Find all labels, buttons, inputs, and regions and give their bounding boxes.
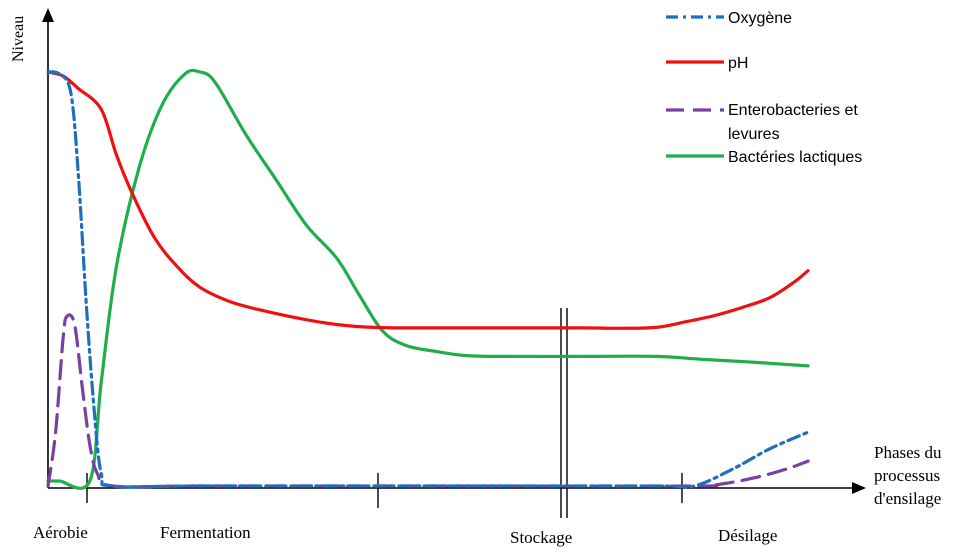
x-axis-label-line-2: processus: [874, 466, 940, 485]
y-axis-arrow: [42, 8, 54, 22]
y-axis-label: Niveau: [10, 16, 27, 62]
series-line-0: [46, 70, 810, 489]
legend-label-3: Bactéries lactiques: [728, 149, 862, 166]
x-axis-arrow: [852, 482, 866, 494]
series-line-2: [46, 313, 810, 489]
legend-label-1: pH: [728, 55, 748, 72]
axes: [42, 8, 866, 494]
series-line-3: [46, 68, 810, 490]
legend-label-2-1: levures: [728, 126, 780, 143]
phase-label-desilage: Désilage: [718, 526, 777, 545]
phase-label-stockage: Stockage: [510, 528, 572, 547]
phase-label-aerobie: Aérobie: [33, 523, 88, 542]
legend: Oxygène pH Enterobacteries et levures Bactér…: [666, 10, 862, 166]
legend-label-2-0: Enterobacteries et: [728, 102, 858, 119]
legend-label-0: Oxygène: [728, 10, 792, 27]
series-line-1: [46, 70, 810, 330]
series-layer: [46, 68, 810, 490]
phase-label-fermentation: Fermentation: [160, 523, 251, 542]
x-axis-label-line-3: d'ensilage: [874, 489, 941, 508]
x-axis-label-line-1: Phases du: [874, 443, 942, 462]
